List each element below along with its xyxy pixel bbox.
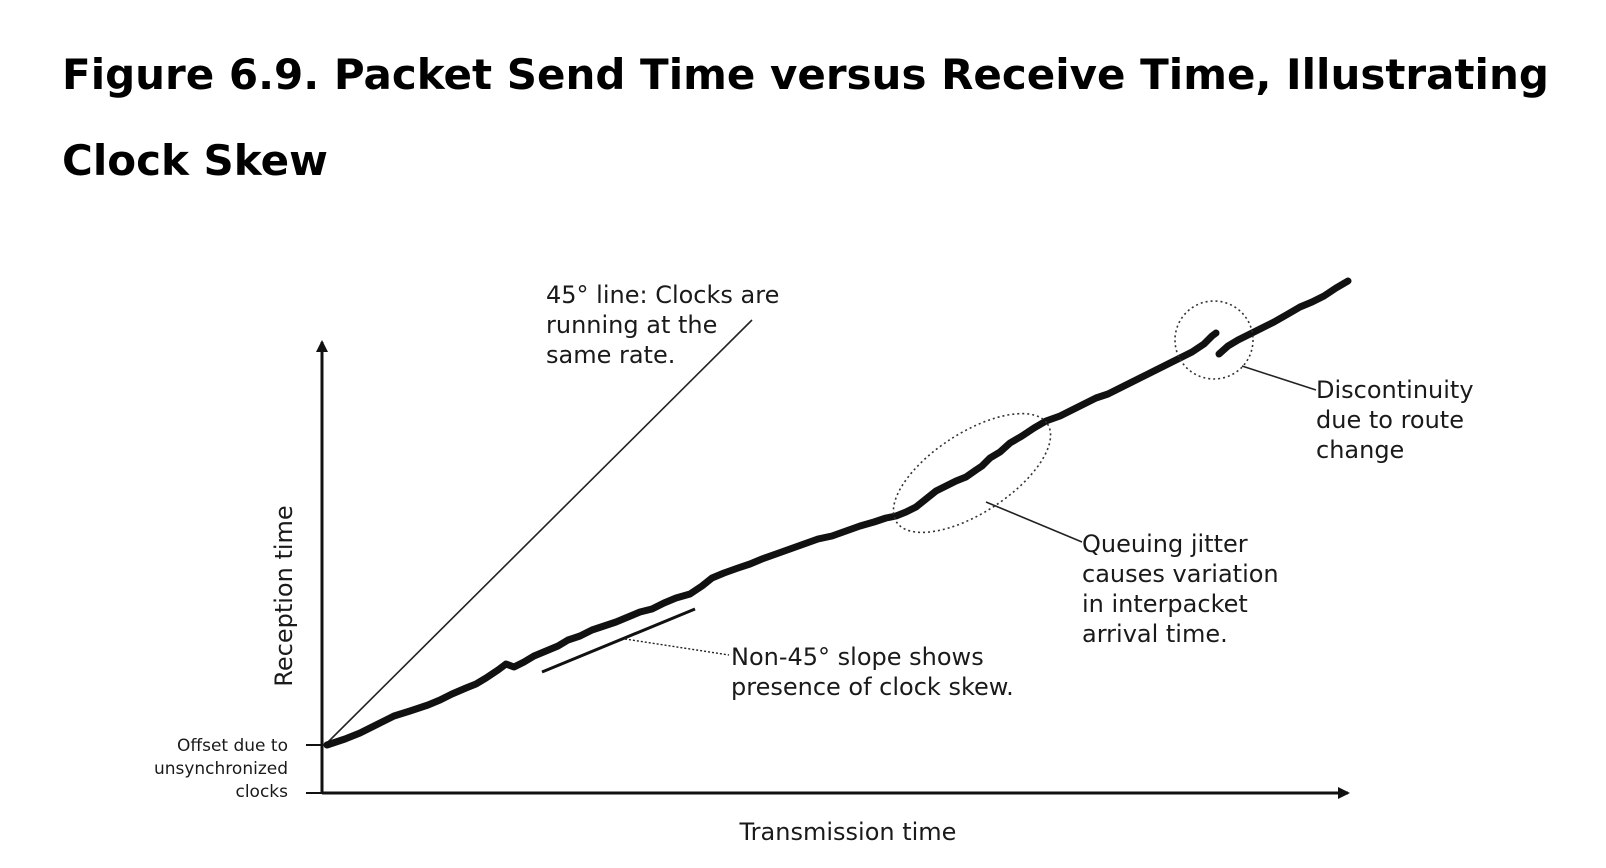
x-axis-label: Transmission time bbox=[739, 818, 957, 846]
line-45-annotation: 45° line: Clocks are running at the same… bbox=[546, 281, 779, 369]
svg-text:45° line: Clocks are: 45° line: Clocks are bbox=[546, 281, 779, 309]
svg-text:Offset due to: Offset due to bbox=[177, 736, 288, 756]
discontinuity-annotation: Discontinuity due to route change bbox=[1316, 376, 1474, 464]
svg-text:Discontinuity: Discontinuity bbox=[1316, 376, 1474, 404]
svg-text:same rate.: same rate. bbox=[546, 341, 675, 369]
svg-text:running at the: running at the bbox=[546, 311, 717, 339]
svg-text:change: change bbox=[1316, 436, 1404, 464]
svg-text:presence of clock skew.: presence of clock skew. bbox=[731, 673, 1014, 701]
packet-trace-segment-2 bbox=[1215, 277, 1352, 358]
svg-text:unsynchronized: unsynchronized bbox=[154, 759, 288, 779]
discontinuity-highlight-ellipse bbox=[1174, 300, 1254, 380]
svg-text:Queuing jitter: Queuing jitter bbox=[1082, 530, 1248, 558]
svg-text:in interpacket: in interpacket bbox=[1082, 590, 1248, 618]
jitter-highlight-ellipse bbox=[892, 412, 1052, 534]
jitter-annotation: Queuing jitter causes variation in inter… bbox=[1082, 530, 1279, 648]
svg-text:due to route: due to route bbox=[1316, 406, 1464, 434]
y-axis-label: Reception time bbox=[270, 505, 298, 686]
jitter-leader-line bbox=[985, 501, 1083, 543]
packet-trace-segment-1 bbox=[323, 329, 1220, 749]
svg-text:causes variation: causes variation bbox=[1082, 560, 1279, 588]
skew-slope-indicator bbox=[541, 607, 696, 674]
svg-text:Non-45° slope shows: Non-45° slope shows bbox=[731, 643, 984, 671]
offset-annotation: Offset due to unsynchronized clocks bbox=[154, 736, 288, 802]
figure-title: Figure 6.9. Packet Send Time versus Rece… bbox=[62, 50, 1549, 185]
reference-45-line bbox=[324, 319, 753, 746]
discontinuity-leader-line bbox=[1241, 365, 1317, 391]
skew-leader-line bbox=[624, 638, 730, 656]
skew-annotation: Non-45° slope shows presence of clock sk… bbox=[731, 643, 1014, 701]
svg-text:clocks: clocks bbox=[235, 782, 288, 802]
svg-text:arrival time.: arrival time. bbox=[1082, 620, 1228, 648]
